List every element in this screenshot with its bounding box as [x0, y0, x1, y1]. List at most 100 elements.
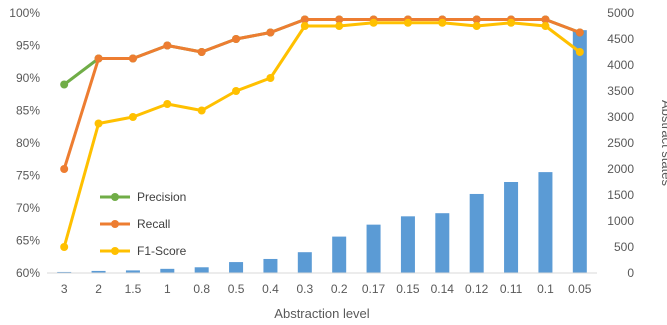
- data-point: [541, 15, 550, 24]
- y-left-tick-label: 65%: [16, 234, 40, 248]
- data-point: [94, 54, 103, 63]
- data-point: [472, 15, 481, 24]
- x-tick-label: 0.15: [396, 282, 420, 296]
- data-point: [128, 113, 137, 121]
- data-point: [507, 18, 516, 27]
- bar: [504, 182, 519, 273]
- data-point: [163, 41, 172, 50]
- y-left-tick-label: 60%: [16, 266, 40, 280]
- y-left-tick-labels: 60% 65% 70% 75% 80% 85% 90% 95% 100%: [9, 6, 40, 280]
- bar: [435, 213, 450, 273]
- bars-layer: [57, 30, 587, 273]
- bar: [332, 236, 347, 273]
- lines-layer: [60, 15, 584, 251]
- bar: [125, 270, 140, 273]
- x-tick-label: 0.8: [193, 282, 210, 296]
- data-point: [197, 48, 206, 56]
- data-point: [335, 15, 344, 24]
- x-tick-label: 3: [61, 282, 68, 296]
- data-point: [403, 18, 412, 27]
- x-tick-label: 0.1: [537, 282, 554, 296]
- series-recall: [60, 15, 584, 173]
- legend-swatch-marker: [111, 247, 119, 255]
- y-left-tick-label: 90%: [16, 71, 40, 85]
- legend-item: Precision: [100, 190, 186, 204]
- x-tick-label: 0.5: [228, 282, 245, 296]
- data-point: [197, 106, 206, 115]
- y-left-tick-label: 70%: [16, 201, 40, 215]
- y-right-tick-label: 4500: [607, 32, 634, 46]
- x-tick-label: 2: [95, 282, 102, 296]
- bar: [194, 267, 209, 273]
- y-right-tick-label: 1000: [607, 214, 634, 228]
- data-point: [60, 243, 69, 251]
- y-left-tick-label: 80%: [16, 136, 40, 150]
- legend-label: F1-Score: [137, 244, 187, 258]
- y-left-tick-label: 95%: [16, 39, 40, 53]
- y-right-tick-label: 500: [614, 240, 634, 254]
- data-point: [438, 18, 447, 27]
- data-point: [60, 165, 69, 173]
- series-line: [62, 18, 581, 170]
- data-point: [300, 15, 309, 24]
- x-tick-labels: 3 2 1.5 1 0.8 0.5 0.4 0.3 0.2 0.17 0.15 0.14 0.12 0.1…: [61, 282, 592, 296]
- bar: [57, 271, 72, 273]
- legend-swatch-marker: [111, 193, 119, 201]
- y-left-tick-label: 100%: [9, 6, 40, 20]
- legend-item: F1-Score: [100, 244, 187, 258]
- y-right-tick-label: 2500: [607, 136, 634, 150]
- data-point: [60, 80, 69, 89]
- data-point: [369, 18, 378, 27]
- data-point: [300, 22, 309, 30]
- data-point: [335, 22, 344, 30]
- y-right-tick-label: 0: [627, 266, 634, 280]
- legend-item: Recall: [100, 217, 170, 231]
- data-point: [94, 119, 103, 128]
- legend: Precision Recall F1-Score: [100, 190, 187, 258]
- x-tick-label: 0.14: [431, 282, 455, 296]
- x-tick-label: 1: [164, 282, 171, 296]
- x-tick-label: 0.11: [500, 282, 523, 296]
- x-tick-label: 0.17: [362, 282, 386, 296]
- y-right-tick-label: 4000: [607, 58, 634, 72]
- data-point: [232, 35, 241, 43]
- x-tick-label: 0.2: [331, 282, 348, 296]
- x-tick-label: 0.05: [568, 282, 592, 296]
- data-point: [472, 22, 481, 30]
- legend-swatch-marker: [111, 220, 119, 228]
- y-right-tick-label: 3000: [607, 110, 634, 124]
- bar: [572, 30, 587, 273]
- legend-label: Precision: [137, 190, 186, 204]
- data-point: [266, 28, 275, 37]
- legend-label: Recall: [137, 217, 170, 231]
- y-right-tick-label: 5000: [607, 6, 634, 20]
- bar: [91, 270, 106, 273]
- x-tick-label: 0.3: [296, 282, 313, 296]
- x-tick-label: 1.5: [125, 282, 142, 296]
- x-tick-label: 0.12: [465, 282, 489, 296]
- data-point: [232, 87, 241, 95]
- y-right-tick-label: 1500: [607, 188, 634, 202]
- bar: [297, 252, 312, 273]
- bar: [366, 224, 381, 273]
- series-f1-score: [60, 18, 584, 251]
- y-right-tick-labels: 0 500 1000 1500 2000 2500 3000 3500 4000 4500 5000: [607, 6, 634, 280]
- data-point: [575, 48, 584, 56]
- bar: [263, 258, 278, 273]
- data-point: [541, 22, 550, 30]
- y2-axis-title: Abstract states: [659, 100, 667, 186]
- bar: [229, 262, 244, 273]
- data-point: [128, 54, 137, 63]
- y-right-tick-label: 2000: [607, 162, 634, 176]
- y-left-tick-label: 85%: [16, 104, 40, 118]
- bar: [160, 268, 175, 273]
- series-line: [62, 21, 581, 248]
- x-axis-title: Abstraction level: [274, 306, 369, 321]
- data-point: [575, 28, 584, 37]
- bar: [538, 172, 553, 273]
- bar: [400, 216, 415, 273]
- data-point: [266, 74, 275, 82]
- x-tick-label: 0.4: [262, 282, 279, 296]
- y-right-tick-label: 3500: [607, 84, 634, 98]
